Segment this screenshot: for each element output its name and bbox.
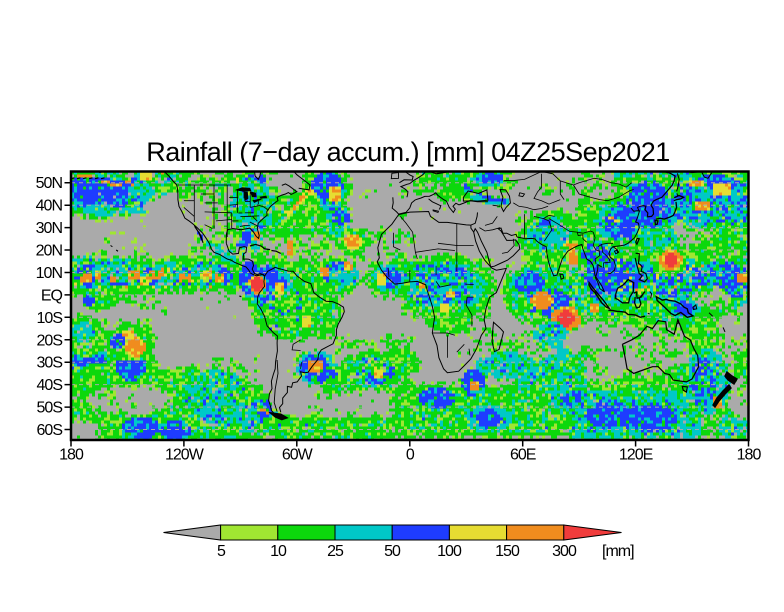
svg-text:EQ: EQ <box>41 287 63 304</box>
svg-text:20S: 20S <box>37 332 63 349</box>
svg-text:20N: 20N <box>36 243 63 260</box>
svg-text:50: 50 <box>384 543 401 560</box>
svg-text:[mm]: [mm] <box>602 543 634 560</box>
svg-text:10N: 10N <box>36 265 63 282</box>
svg-text:120E: 120E <box>619 447 653 464</box>
svg-text:300: 300 <box>552 543 577 560</box>
svg-text:180: 180 <box>737 447 762 464</box>
svg-text:60W: 60W <box>282 447 314 464</box>
svg-text:10: 10 <box>270 543 287 560</box>
svg-text:30S: 30S <box>37 355 63 372</box>
svg-text:0: 0 <box>406 447 415 464</box>
svg-text:50N: 50N <box>36 175 63 192</box>
svg-text:60E: 60E <box>510 447 536 464</box>
svg-text:40S: 40S <box>37 377 63 394</box>
svg-text:40N: 40N <box>36 198 63 215</box>
svg-text:25: 25 <box>327 543 344 560</box>
svg-text:120W: 120W <box>165 447 205 464</box>
svg-text:5: 5 <box>217 543 226 560</box>
svg-text:100: 100 <box>437 543 462 560</box>
svg-text:30N: 30N <box>36 220 63 237</box>
svg-text:10S: 10S <box>37 310 63 327</box>
svg-text:150: 150 <box>495 543 520 560</box>
svg-text:180: 180 <box>59 447 84 464</box>
svg-text:Rainfall (7−day accum.) [mm] 0: Rainfall (7−day accum.) [mm] 04Z25Sep202… <box>146 137 670 167</box>
svg-text:60S: 60S <box>37 422 63 439</box>
svg-text:50S: 50S <box>37 400 63 417</box>
